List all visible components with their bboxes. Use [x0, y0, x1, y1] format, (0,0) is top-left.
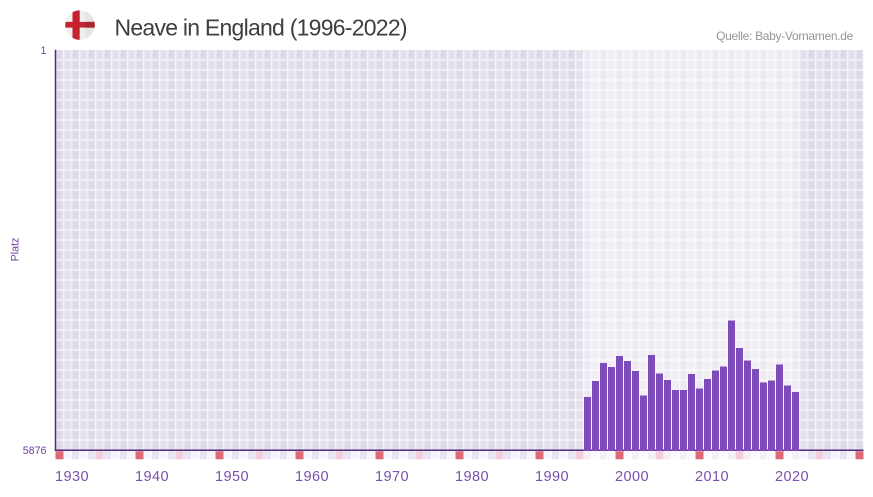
svg-text:Neave in England (1996-2022): Neave in England (1996-2022) [115, 15, 407, 41]
svg-text:5876: 5876 [23, 445, 47, 457]
svg-text:1990: 1990 [535, 469, 569, 485]
svg-text:2000: 2000 [615, 469, 649, 485]
svg-text:Quelle: Baby-Vornamen.de: Quelle: Baby-Vornamen.de [716, 29, 854, 43]
svg-text:1950: 1950 [215, 469, 249, 485]
svg-text:1940: 1940 [135, 469, 169, 485]
svg-text:1: 1 [41, 45, 47, 57]
svg-text:1980: 1980 [455, 469, 489, 485]
svg-text:Platz: Platz [10, 238, 22, 262]
svg-text:2010: 2010 [695, 469, 729, 485]
svg-text:1970: 1970 [375, 469, 409, 485]
svg-text:1930: 1930 [55, 469, 89, 485]
svg-text:2020: 2020 [775, 469, 809, 485]
svg-text:1960: 1960 [295, 469, 329, 485]
